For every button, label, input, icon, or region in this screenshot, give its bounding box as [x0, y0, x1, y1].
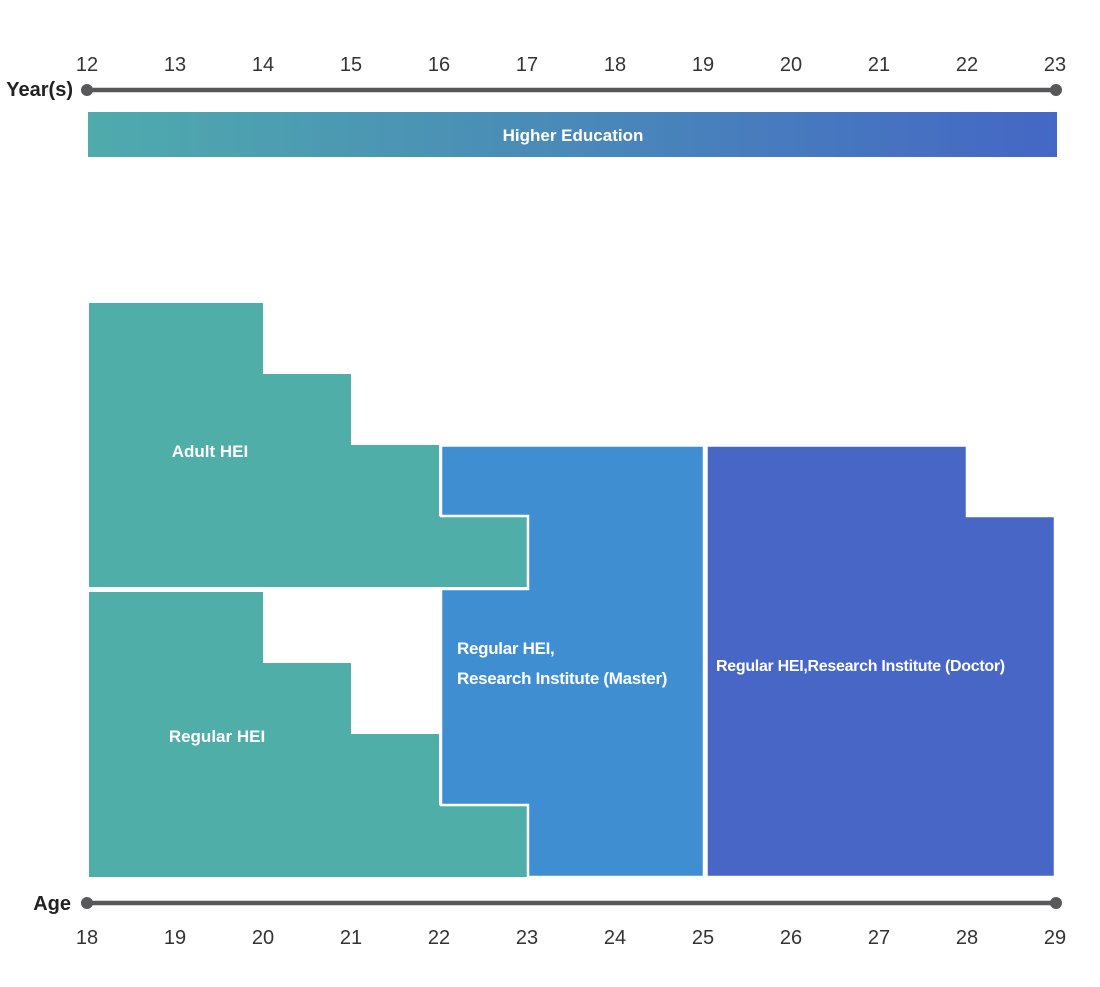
age-tick: 27 [868, 927, 890, 949]
doctor-block [705, 444, 1057, 879]
age-tick: 21 [340, 927, 362, 949]
year-tick: 22 [956, 54, 978, 76]
adult-hei-label: Adult HEI [172, 442, 249, 461]
age-axis-end-dot [1050, 897, 1062, 909]
year-tick: 23 [1044, 54, 1066, 76]
age-axis-label: Age [33, 893, 71, 915]
year-tick: 18 [604, 54, 626, 76]
age-tick: 25 [692, 927, 714, 949]
age-tick: 19 [164, 927, 186, 949]
higher-education-label: Higher Education [503, 126, 644, 145]
doctor-label: Regular HEI,Research Institute (Doctor) [716, 658, 1005, 675]
higher-education-bar [88, 112, 1057, 157]
year-tick: 13 [164, 54, 186, 76]
age-tick: 24 [604, 927, 626, 949]
age-axis-start-dot [81, 897, 93, 909]
age-tick: 18 [76, 927, 98, 949]
year-tick: 17 [516, 54, 538, 76]
age-tick: 20 [252, 927, 274, 949]
year-axis-label: Year(s) [6, 79, 73, 101]
adult-hei-block [89, 303, 527, 587]
age-tick: 29 [1044, 927, 1066, 949]
year-axis-end-dot [1050, 84, 1062, 96]
age-tick: 26 [780, 927, 802, 949]
age-tick: 28 [956, 927, 978, 949]
master-label-line2: Research Institute (Master) [457, 669, 667, 688]
year-tick: 12 [76, 54, 98, 76]
regular-hei-block [89, 592, 527, 877]
master-block [439, 444, 706, 879]
age-tick: 23 [516, 927, 538, 949]
year-axis: Year(s) 12 13 14 15 16 17 18 19 20 21 22… [6, 54, 1066, 101]
year-tick: 14 [252, 54, 274, 76]
year-axis-start-dot [81, 84, 93, 96]
age-tick: 22 [428, 927, 450, 949]
year-tick: 20 [780, 54, 802, 76]
year-tick: 19 [692, 54, 714, 76]
regular-hei-label: Regular HEI [169, 727, 265, 746]
year-tick: 21 [868, 54, 890, 76]
year-tick: 15 [340, 54, 362, 76]
age-axis: Age 18 19 20 21 22 23 24 25 26 27 28 29 [33, 893, 1066, 949]
master-label-line1: Regular HEI, [457, 639, 554, 658]
year-tick: 16 [428, 54, 450, 76]
